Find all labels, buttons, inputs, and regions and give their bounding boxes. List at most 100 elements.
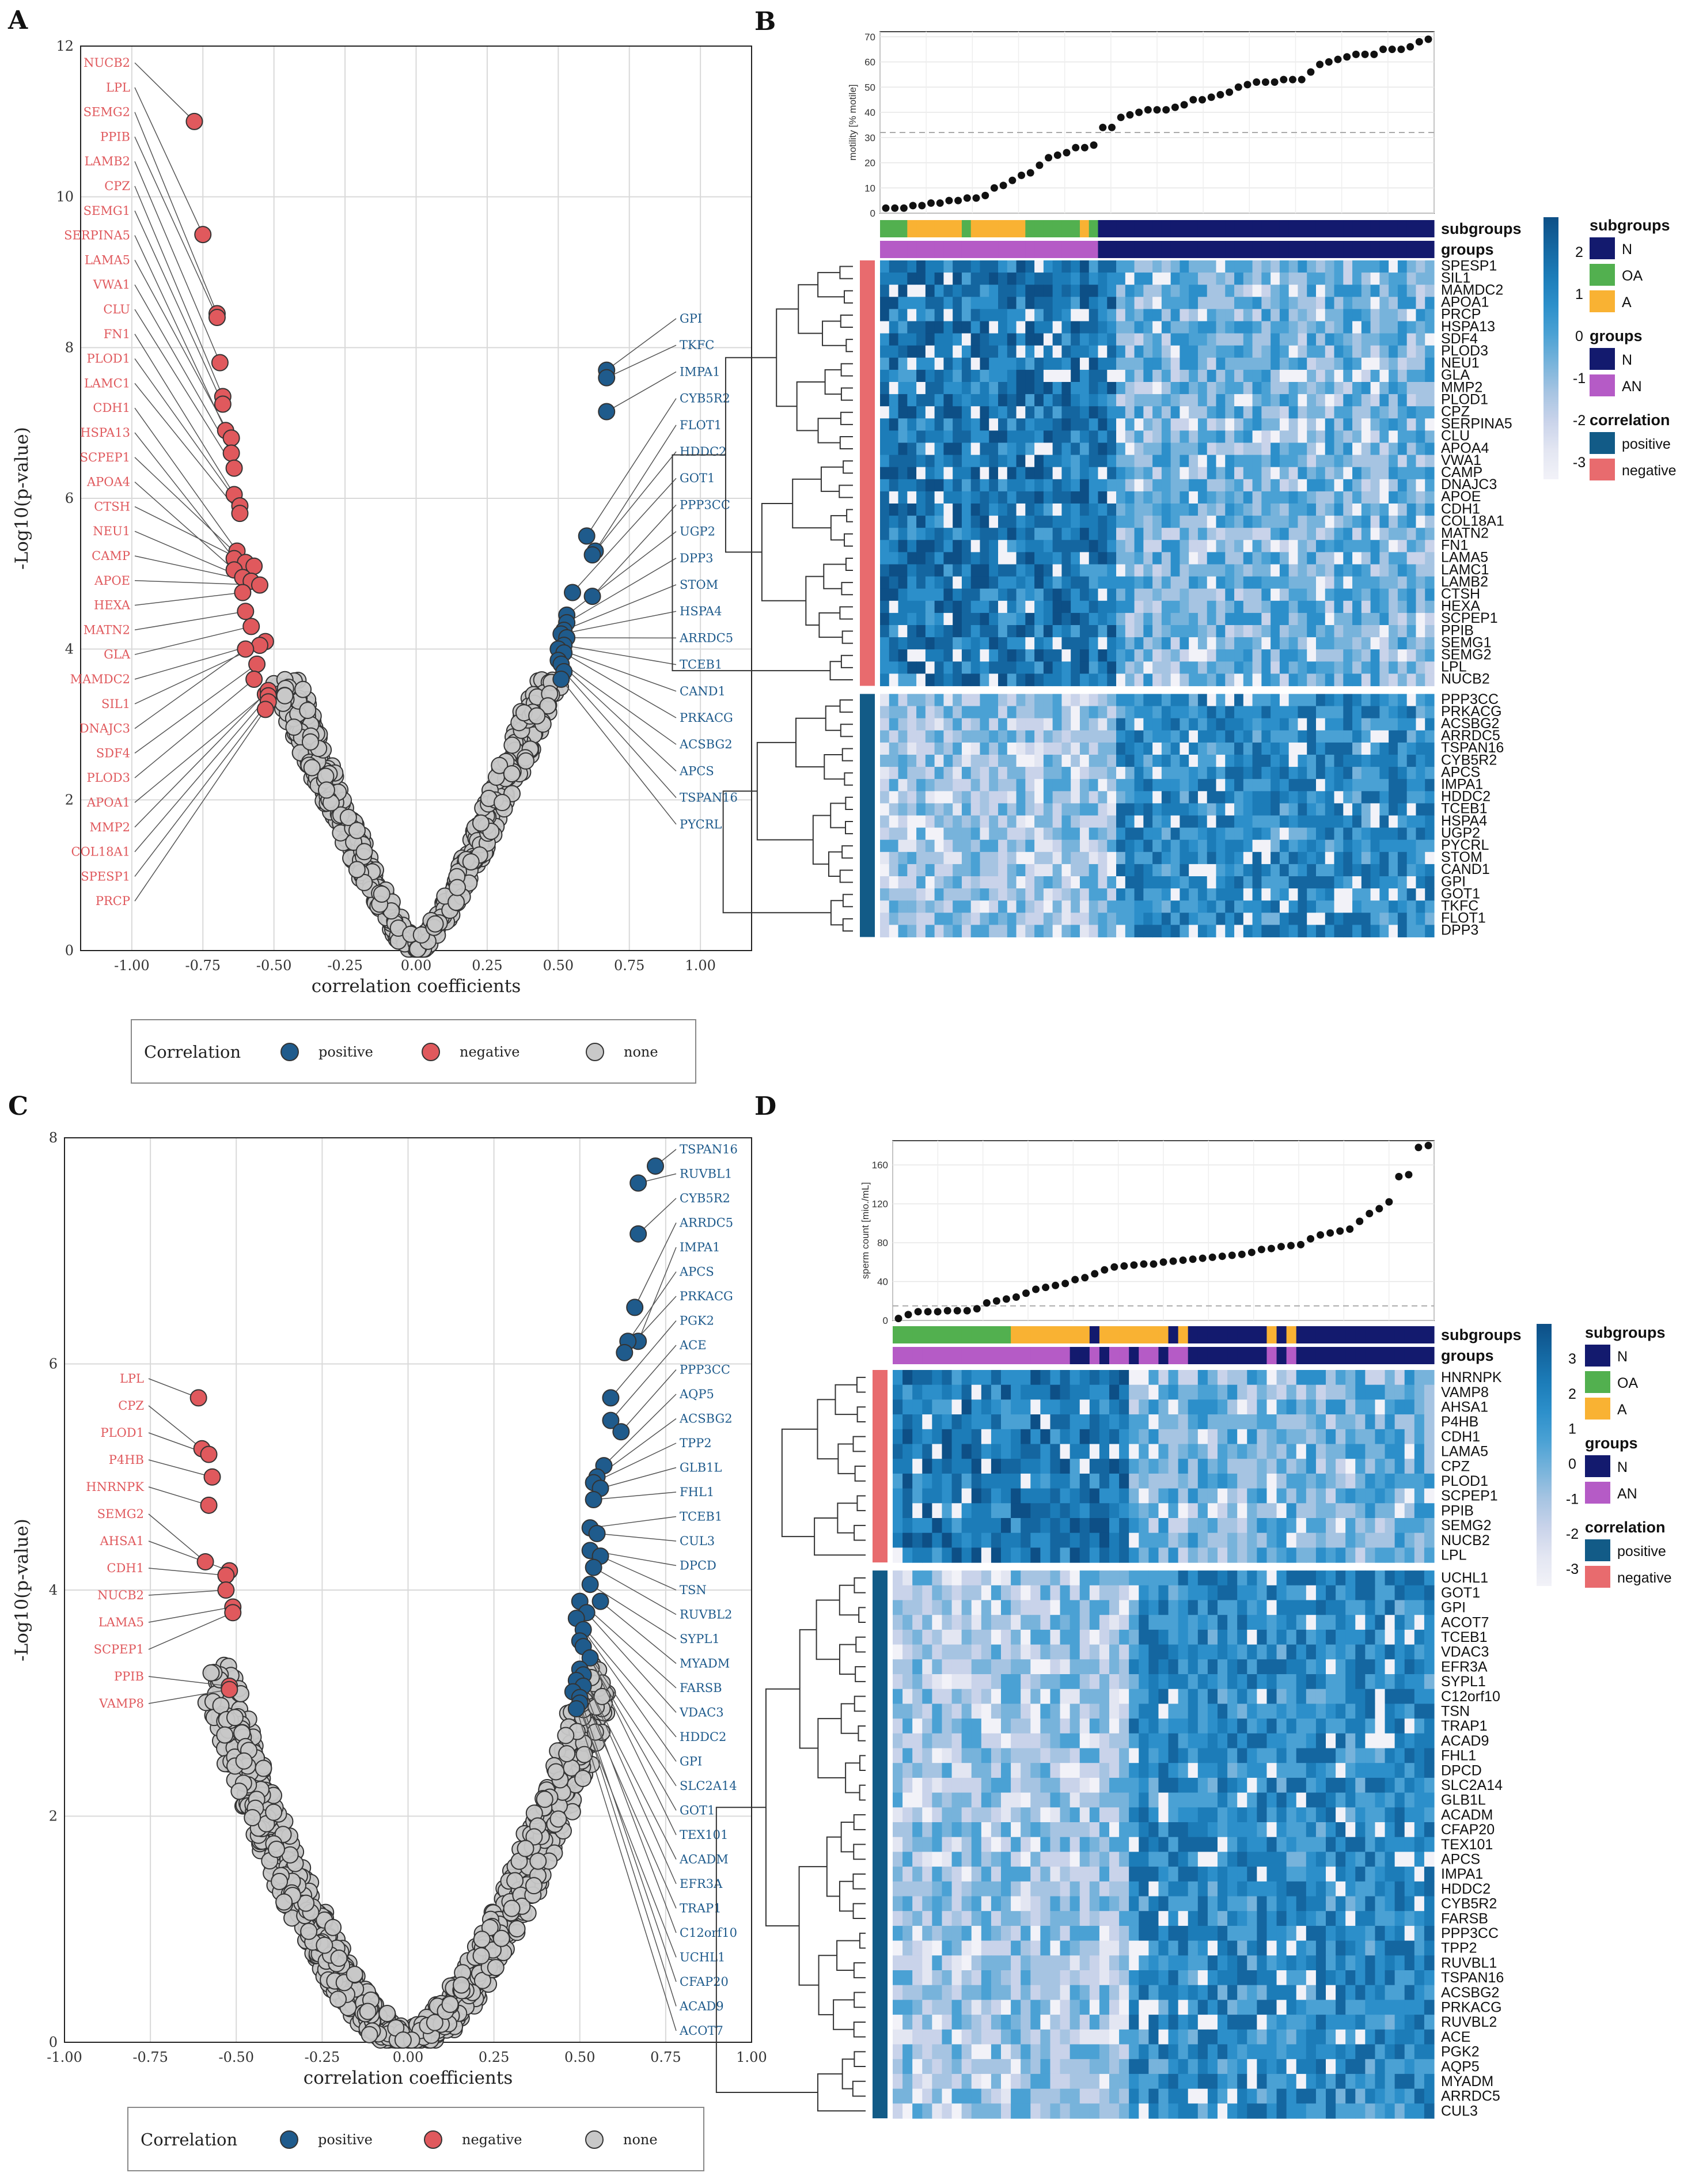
top-tick-label: 20 [864, 158, 875, 169]
heat-cell [934, 839, 944, 853]
heat-cell [1071, 600, 1080, 614]
heat-cell [1025, 625, 1035, 638]
annotation-subgroup-cell [1261, 220, 1271, 237]
heat-cell [1243, 803, 1253, 816]
heat-cell [1043, 418, 1053, 431]
heat-cell [953, 333, 962, 346]
heat-cell [1016, 540, 1026, 552]
heat-cell [1052, 345, 1063, 358]
heat-cell [1397, 779, 1408, 792]
heat-cell [889, 430, 899, 444]
heat-cell [898, 730, 908, 743]
legend-entry-AN: AN [1622, 378, 1642, 395]
annotation-subgroup-cell [1389, 220, 1398, 237]
heat-cell [1034, 285, 1044, 297]
dendrogram-branch [776, 308, 799, 407]
heat-cell [1197, 467, 1208, 480]
top-point [1343, 53, 1351, 61]
annotation-subgroup-cell [1370, 220, 1380, 237]
heat-cell [898, 815, 908, 828]
heat-cell [1207, 467, 1217, 480]
dendrogram-branch [840, 314, 853, 328]
point-negative [222, 429, 240, 447]
heat-cell [989, 516, 999, 528]
heat-cell [1352, 839, 1362, 853]
heat-cell [1279, 779, 1290, 792]
heat-cell [980, 767, 989, 779]
heat-cell [1089, 588, 1099, 601]
heat-cell [1143, 767, 1153, 779]
heat-cell [889, 297, 899, 309]
heat-cell [898, 888, 908, 901]
heat-cell [998, 382, 1008, 395]
heat-cell [1252, 406, 1262, 419]
heat-cell [1271, 827, 1280, 841]
dendrogram-branch [839, 436, 853, 450]
heat-cell [1207, 504, 1217, 516]
heat-cell [1043, 504, 1053, 516]
heat-cell [916, 803, 926, 816]
heat-cell [1034, 297, 1044, 309]
heat-cell [1161, 600, 1171, 614]
heat-cell [1416, 406, 1425, 419]
dendrogram-branch [841, 582, 853, 596]
annotation-subgroup-cell [1071, 220, 1080, 237]
gene-label-positive: PYCRL [680, 817, 722, 831]
heat-cell [1361, 309, 1371, 322]
heat-cell [943, 260, 953, 273]
heat-cell [1197, 297, 1208, 309]
heat-cell [1361, 742, 1371, 755]
gene-label-negative: GLA [104, 648, 131, 661]
heat-cell [1134, 694, 1144, 707]
heat-cell [1197, 767, 1208, 779]
heat-cell [1125, 637, 1135, 650]
gene-label-positive: ARRDC5 [679, 631, 733, 645]
point-positive [578, 527, 596, 545]
heat-cell [1343, 552, 1353, 565]
heat-cell [1025, 827, 1035, 841]
heat-cell [1425, 767, 1435, 779]
heat-cell [880, 516, 890, 528]
heat-cell [1261, 673, 1271, 687]
heat-cell [1307, 442, 1317, 456]
heat-cell [1007, 479, 1017, 492]
annotation-group-cell [1298, 241, 1307, 258]
heat-cell [1397, 612, 1408, 626]
heat-cell [1180, 272, 1189, 285]
heat-cell [1379, 382, 1389, 395]
heat-cell [1116, 516, 1126, 528]
heat-cell [1416, 369, 1425, 383]
heat-cell [998, 455, 1008, 468]
heat-cell [998, 406, 1008, 419]
heat-cell [1143, 309, 1153, 322]
annotation-group-cell [1207, 241, 1217, 258]
heat-cell [1361, 418, 1371, 431]
heat-cell [1334, 467, 1344, 480]
heat-cell [1379, 803, 1389, 816]
heat-cell [1071, 309, 1080, 322]
heat-cell [1416, 516, 1425, 528]
heat-cell [1252, 637, 1262, 650]
heat-cell [1334, 900, 1344, 913]
heat-cell [1152, 552, 1162, 565]
heat-cell [970, 913, 981, 925]
heat-cell [1143, 694, 1153, 707]
heat-cell [980, 694, 989, 707]
heat-cell [1361, 552, 1371, 565]
top-point [1080, 143, 1089, 152]
heat-cell [889, 552, 899, 565]
heat-cell [1288, 851, 1299, 865]
heat-cell [934, 649, 944, 662]
heat-cell [961, 272, 972, 285]
heat-cell [943, 718, 953, 731]
top-point [882, 204, 890, 212]
heat-cell [1107, 600, 1117, 614]
heat-cell [1252, 839, 1262, 853]
heat-cell [1315, 637, 1326, 650]
heat-cell [1189, 706, 1199, 719]
heat-cell [1234, 430, 1244, 444]
heat-cell [1180, 900, 1189, 913]
heat-cell [961, 730, 972, 743]
heat-cell [980, 864, 989, 877]
heat-cell [1043, 694, 1053, 707]
